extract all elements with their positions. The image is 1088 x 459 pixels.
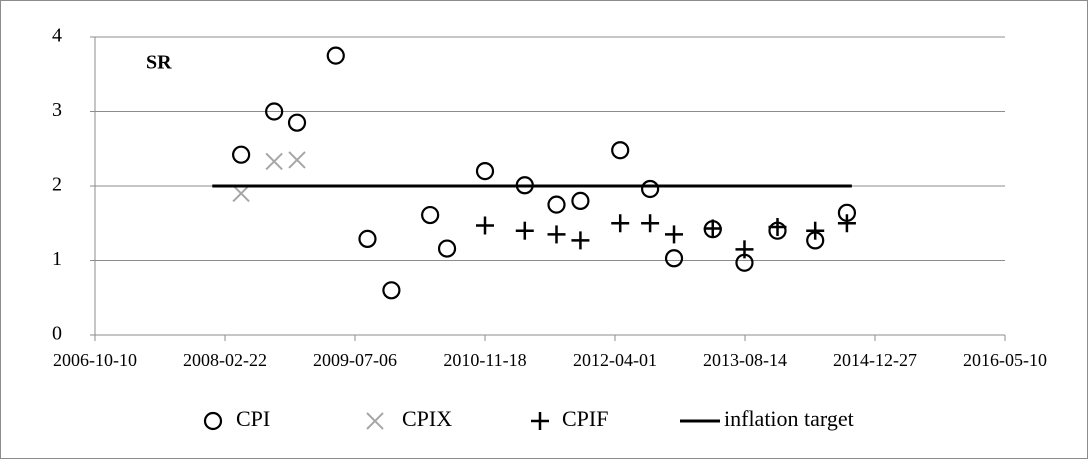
y-tick-label: 1 [52, 248, 62, 270]
chart-title: SR [146, 52, 172, 74]
x-tick-label: 2016-05-10 [963, 350, 1047, 370]
x-tick-label: 2013-08-14 [703, 350, 787, 370]
title-box [124, 38, 212, 88]
marker-plus [703, 219, 722, 238]
marker-shape [265, 152, 283, 171]
marker-plus [641, 214, 660, 233]
y-tick-label: 0 [52, 323, 62, 345]
marker-plus [735, 240, 754, 259]
marker-circle [358, 229, 377, 248]
marker-plus [665, 225, 684, 244]
legend-label: CPIX [402, 406, 452, 431]
y-tick-label: 2 [52, 174, 62, 196]
x-tick-label: 2008-02-22 [183, 350, 267, 370]
x-tick-label: 2010-11-18 [443, 350, 526, 370]
marker-plus [768, 217, 787, 236]
marker-circle [664, 249, 684, 268]
marker-circle [382, 281, 401, 300]
marker-shape [437, 239, 457, 258]
legend-item: CPI [203, 406, 270, 431]
legend-label: CPIF [562, 406, 608, 431]
marker-plus [571, 231, 590, 250]
marker-shape [571, 191, 590, 210]
marker-plus [515, 221, 534, 240]
marker-shape [421, 205, 440, 225]
marker-plus [837, 214, 856, 233]
marker-plus [806, 221, 825, 240]
marker-shape [358, 229, 377, 248]
marker-shape [382, 281, 401, 300]
marker-shape [611, 141, 630, 160]
x-tick-label: 2014-12-27 [833, 350, 917, 370]
marker-shape [640, 179, 660, 199]
marker-shape [232, 145, 251, 164]
legend-label: CPI [236, 406, 270, 431]
marker-circle [437, 239, 457, 258]
marker-x [288, 151, 306, 169]
y-tick-label: 3 [52, 99, 62, 121]
marker-circle [611, 141, 630, 160]
marker-shape [265, 102, 284, 121]
marker-shape [326, 46, 345, 65]
y-tick-label: 4 [52, 25, 62, 47]
legend-item: CPIF [531, 406, 608, 431]
marker-shape [232, 184, 250, 203]
legend-item: inflation target [680, 406, 854, 431]
x-tick-label: 2009-07-06 [313, 350, 397, 370]
marker-circle [265, 102, 284, 121]
legend-swatch [366, 412, 384, 430]
x-tick-label: 2006-10-10 [53, 350, 137, 370]
marker-circle [326, 46, 345, 65]
marker-shape [366, 412, 384, 430]
marker-plus [476, 216, 494, 235]
marker-shape [664, 249, 684, 268]
marker-circle [287, 113, 307, 132]
marker-plus [611, 214, 630, 233]
marker-shape [547, 195, 566, 214]
marker-plus [547, 225, 566, 244]
legend-swatch [203, 411, 223, 431]
marker-x [265, 152, 283, 171]
marker-circle [475, 162, 495, 181]
marker-circle [640, 179, 660, 199]
marker-shape [475, 162, 495, 181]
marker-circle [571, 191, 590, 210]
marker-x [232, 184, 250, 203]
marker-circle [421, 205, 440, 225]
marker-shape [203, 411, 223, 431]
x-tick-label: 2012-04-01 [573, 350, 657, 370]
legend-swatch [531, 412, 549, 430]
marker-shape [287, 113, 307, 132]
legend-item: CPIX [366, 406, 452, 431]
marker-circle [232, 145, 251, 164]
marker-circle [547, 195, 566, 214]
marker-shape [288, 151, 306, 169]
legend-label: inflation target [724, 406, 854, 431]
